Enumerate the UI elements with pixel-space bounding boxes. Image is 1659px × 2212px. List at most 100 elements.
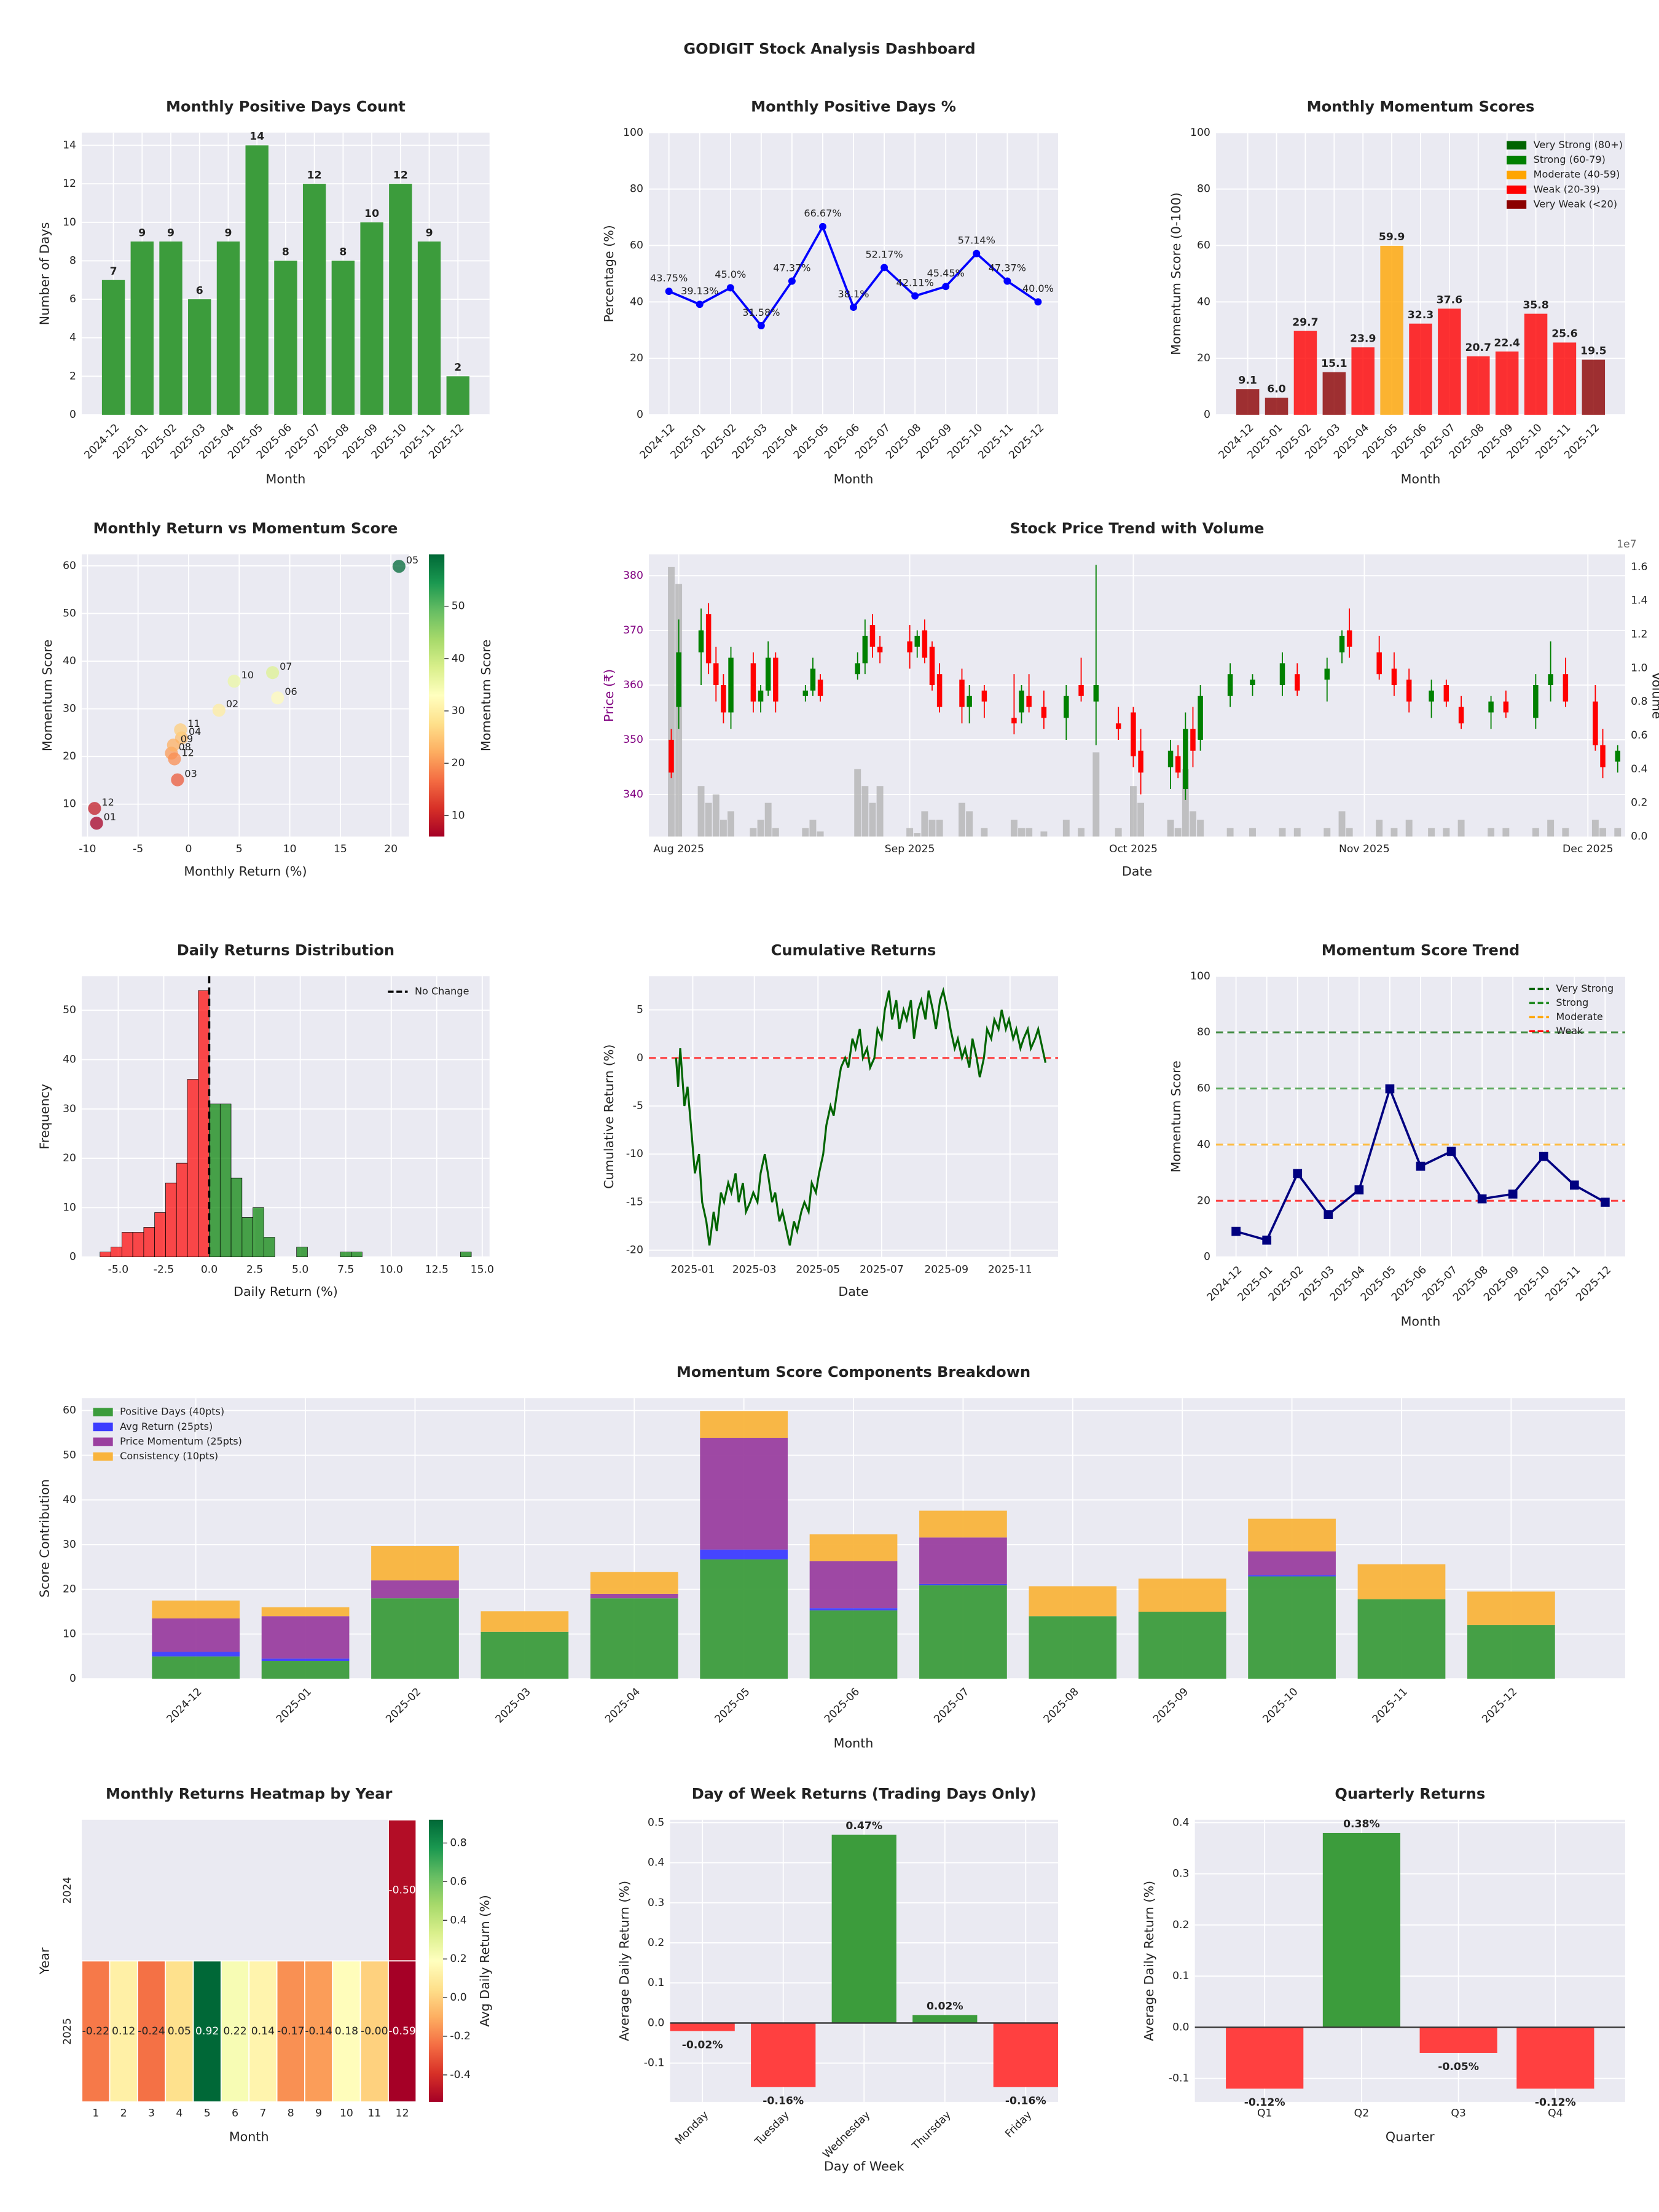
y2-axis-label: Volume [1649,672,1659,719]
volume-bar [1532,828,1539,837]
bar-segment [590,1598,678,1679]
y-tick-label: 2 [69,370,76,382]
candle-body [855,663,860,675]
cell-label: 0.22 [223,2025,246,2037]
candle-body [1429,690,1434,702]
chart-title: Momentum Score Components Breakdown [677,1363,1030,1381]
marker [1262,1235,1272,1245]
histogram-bar [132,1232,144,1258]
y-tick-label: 0 [1204,1251,1210,1263]
y-tick-label: 370 [623,624,643,637]
y-tick-label: 100 [1190,970,1210,982]
y-tick-label: 0.4 [648,1857,664,1869]
point-label: 08 [178,741,190,753]
legend-label: Consistency (10pts) [120,1450,218,1462]
bar-segment [809,1561,898,1609]
bar [993,2023,1058,2087]
chart-title: Monthly Positive Days Count [166,98,406,115]
value-label: 10 [364,208,379,220]
x-tick-label: 2025-07 [931,1685,971,1725]
volume-bar [1137,802,1145,837]
histogram-bar [253,1207,264,1258]
y2-tick-label: 1.4 [1631,595,1647,607]
y-tick-label: 80 [1197,1026,1210,1038]
x-tick-label: Q1 [1257,2107,1273,2119]
x-tick-label: -10 [79,843,96,855]
heatmap-cell [165,1960,194,2103]
x-tick-label: Q3 [1451,2107,1466,2119]
marker [1477,1194,1487,1204]
x-tick-label: 2025-03 [493,1685,533,1725]
bar-segment [261,1616,350,1659]
marker [1539,1151,1548,1161]
marker [726,284,734,292]
y-tick-label: 12 [63,178,76,190]
candle-body [981,690,987,702]
candle-body [1131,712,1136,756]
y-axis-label: Frequency [37,1084,52,1150]
colorbar-label: Avg Daily Return (%) [477,1895,492,2027]
x-tick-label: Monday [673,2109,711,2147]
histogram-bar [187,1079,199,1258]
cell-label: 0.18 [335,2025,358,2037]
bar [389,184,412,415]
bar [159,241,182,415]
volume-bar [1502,828,1510,837]
x-axis-label: Month [1401,1314,1441,1328]
x-tick-label: 10.0 [380,1263,403,1276]
y-axis-label: Momentum Score [1169,1061,1183,1172]
bar [1322,1832,1400,2028]
candle-body [1138,750,1143,773]
candle-body [1041,707,1047,718]
x-tick-label: Q4 [1548,2107,1563,2119]
y-tick-label: 40 [63,655,76,667]
y-tick-label: 0.2 [1172,1919,1189,1931]
x-tick-label: Aug 2025 [653,843,704,855]
chart-title: Monthly Momentum Scores [1307,98,1535,115]
x-tick-label: 8 [288,2107,294,2119]
legend-label: Positive Days (40pts) [120,1406,224,1418]
volume-bar [1078,828,1085,837]
volume-bar [1115,828,1122,837]
cell-label: -0.59 [388,2025,416,2037]
legend-label: Weak (20-39) [1534,183,1600,195]
candle-body [802,690,809,696]
marker [1293,1169,1303,1179]
histogram-bar [219,1104,232,1258]
y-tick-label: 30 [63,1103,76,1115]
histogram-bar [143,1227,155,1258]
candle-body [1250,680,1255,685]
y-tick-label: -20 [626,1244,643,1257]
point [88,802,101,815]
point-label: 10 [241,669,254,681]
legend-label: Price Momentum (25pts) [120,1435,242,1447]
candle-body [914,635,920,647]
marker [942,283,950,291]
value-label: 19.5 [1580,345,1606,358]
volume-bar [1599,828,1606,837]
x-axis-label: Date [1122,864,1152,879]
candle-body [810,669,816,691]
y-axis-label: Average Daily Return (%) [617,1881,632,2041]
histogram-bar [296,1247,308,1258]
bar [912,2015,978,2023]
value-label: 12 [393,169,408,181]
y-axis-label: Momentum Score (0-100) [1169,192,1183,355]
histogram-bar [264,1237,275,1258]
bar-segment [152,1656,240,1679]
bar [417,241,441,415]
volume-bar [1293,828,1301,837]
bar [1438,308,1461,415]
value-label: 59.9 [1379,231,1405,243]
y-tick-label: 20 [63,1583,76,1596]
candle-body [1093,684,1099,702]
x-tick-label: Tuesday [752,2109,791,2148]
candle-body [1391,669,1397,685]
y-tick-label: 60 [63,1405,76,1417]
y-tick-label: 0.3 [648,1897,664,1909]
legend-label: Weak [1556,1025,1583,1037]
chart-title: Daily Returns Distribution [177,941,394,959]
heatmap-cell [276,1960,305,2103]
value-label: 12 [307,169,322,181]
